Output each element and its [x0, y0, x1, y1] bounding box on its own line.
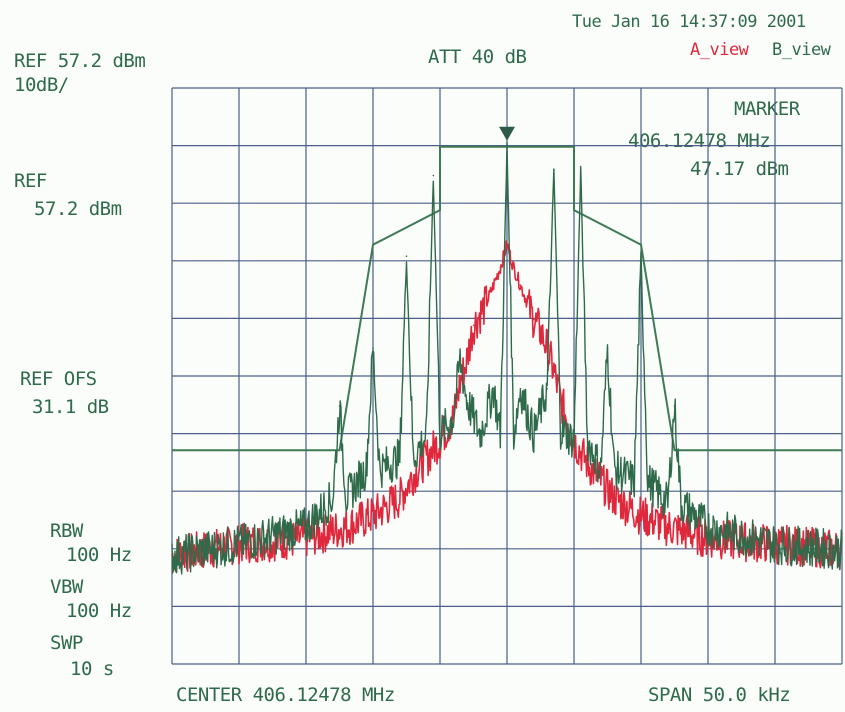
- rbw-value: 100 Hz: [66, 544, 132, 566]
- span-label: SPAN 50.0 kHz: [648, 684, 791, 706]
- trace-peak-point: [519, 387, 522, 390]
- view-b-label[interactable]: B_view: [772, 40, 831, 60]
- trace-peak-point: [432, 174, 435, 177]
- trace-peak-point: [372, 347, 374, 350]
- rbw-title: RBW: [50, 520, 83, 542]
- trace-peak-point: [539, 330, 542, 332]
- vbw-value: 100 Hz: [66, 600, 132, 622]
- trace-peak-point: [606, 347, 609, 350]
- ref-ofs-value: 31.1 dB: [32, 396, 109, 418]
- trace-peak-point: [405, 255, 408, 257]
- trace-peak-point: [506, 145, 508, 148]
- vbw-title: VBW: [50, 576, 83, 598]
- marker-triangle-icon: [499, 126, 515, 141]
- timestamp: Tue Jan 16 14:37:09 2001: [572, 12, 806, 32]
- trace-peak-point: [466, 359, 468, 361]
- trace-peak-point: [640, 255, 642, 257]
- trace-peak-point: [466, 399, 468, 401]
- trace-peak-point: [512, 266, 515, 269]
- swp-title: SWP: [50, 632, 83, 654]
- trace-peak-point: [526, 301, 528, 304]
- center-frequency-label: CENTER 406.12478 MHz: [176, 684, 395, 706]
- trace-peak-point: [486, 301, 488, 304]
- trace-peak-point: [553, 370, 555, 373]
- trace-peak-point: [553, 168, 555, 171]
- trace-b-view: [171, 142, 843, 575]
- marker-frequency: 406.12478 MHz: [628, 130, 771, 152]
- trace-peak-point: [492, 284, 495, 286]
- trace-peak-point: [479, 312, 482, 315]
- view-a-label[interactable]: A_view: [690, 40, 749, 60]
- trace-peak-point: [506, 243, 508, 246]
- trace-peak-point: [579, 168, 582, 171]
- trace-peak-point: [459, 382, 461, 384]
- trace-peak-point: [459, 359, 461, 361]
- marker-title: MARKER: [734, 98, 800, 120]
- ref-ofs-title: REF OFS: [20, 368, 97, 390]
- trace-peak-point: [533, 318, 535, 321]
- trace-peak-point: [338, 405, 341, 407]
- trace-peak-point: [472, 324, 475, 327]
- swp-value: 10 s: [70, 658, 114, 680]
- trace-peak-point: [546, 387, 548, 390]
- trace-peak-point: [492, 387, 495, 390]
- ref-title: REF: [14, 170, 47, 192]
- attenuation-label: ATT 40 dB: [428, 46, 527, 68]
- trace-peak-point: [519, 284, 522, 286]
- ref-level-label: REF 57.2 dBm: [14, 50, 146, 72]
- trace-peak-point: [673, 405, 676, 407]
- scale-label: 10dB/: [14, 74, 69, 96]
- trace-peak-point: [499, 266, 502, 269]
- marker-level: 47.17 dBm: [690, 158, 789, 180]
- ref-value: 57.2 dBm: [34, 198, 122, 220]
